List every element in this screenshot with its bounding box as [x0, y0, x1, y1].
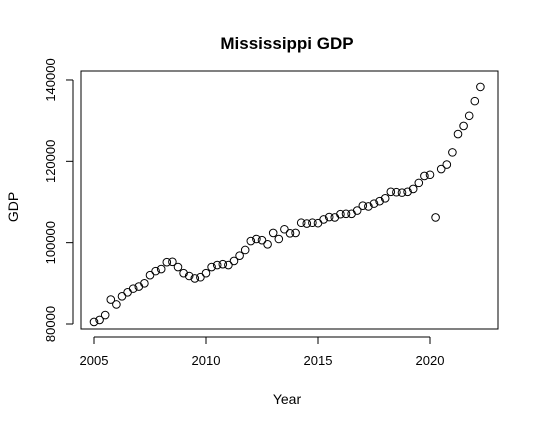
- data-point: [291, 228, 300, 238]
- y-axis-label: GDP: [5, 192, 21, 222]
- data-point: [470, 96, 480, 106]
- data-point: [207, 262, 216, 272]
- x-axis-label: Year: [273, 391, 302, 407]
- data-point: [145, 270, 155, 280]
- data-point: [106, 295, 116, 304]
- x-tick-label: 2010: [192, 353, 221, 368]
- data-point: [95, 315, 104, 325]
- y-tick-label: 120000: [43, 140, 58, 183]
- data-point: [319, 215, 328, 224]
- data-point: [89, 317, 99, 327]
- data-point: [263, 239, 272, 249]
- data-point: [414, 178, 424, 188]
- data-point: [336, 209, 345, 219]
- data-point: [375, 196, 384, 206]
- data-point: [392, 187, 401, 197]
- data-point: [296, 218, 306, 228]
- data-point: [201, 268, 211, 278]
- data-point: [168, 257, 177, 267]
- data-point: [235, 251, 244, 260]
- data-point: [229, 256, 239, 266]
- data-point: [408, 184, 418, 194]
- data-point: [436, 164, 446, 174]
- x-tick-label: 2020: [416, 353, 445, 368]
- data-point: [212, 260, 222, 270]
- data-point: [386, 187, 396, 197]
- y-axis: 80000 100000 120000 140000: [43, 58, 74, 342]
- data-point: [425, 170, 435, 180]
- data-point: [347, 209, 356, 219]
- data-point: [156, 264, 166, 274]
- data-point: [257, 235, 267, 245]
- data-point: [341, 209, 351, 219]
- plot-frame: [80, 70, 499, 330]
- data-point: [173, 262, 183, 272]
- data-point: [464, 111, 474, 121]
- data-point: [162, 257, 172, 267]
- data-point: [431, 213, 440, 222]
- data-point: [184, 271, 194, 281]
- x-axis: 2005 2010 2015 2020: [80, 336, 445, 368]
- data-point: [179, 268, 188, 278]
- data-point: [442, 160, 452, 169]
- data-point: [285, 229, 295, 238]
- data-point: [140, 279, 149, 288]
- data-point: [459, 121, 468, 131]
- data-point: [218, 259, 228, 269]
- data-point: [196, 272, 205, 282]
- data-point: [240, 245, 250, 255]
- data-point: [420, 171, 429, 181]
- data-point: [117, 292, 127, 301]
- data-point: [453, 129, 463, 139]
- data-point: [476, 82, 485, 92]
- data-point: [190, 274, 200, 283]
- data-point: [151, 266, 160, 276]
- data-point: [302, 219, 312, 228]
- x-tick-label: 2015: [304, 353, 333, 368]
- data-point: [358, 201, 368, 210]
- data-point: [380, 194, 390, 203]
- data-point: [364, 202, 373, 211]
- data-point: [252, 234, 261, 244]
- data-point: [324, 212, 334, 222]
- data-point: [369, 199, 379, 208]
- data-point: [100, 310, 110, 320]
- data-point: [397, 188, 407, 197]
- data-point: [308, 218, 317, 228]
- x-tick-label: 2005: [80, 353, 109, 368]
- data-point: [112, 300, 121, 309]
- data-point: [403, 187, 412, 197]
- y-tick-label: 140000: [43, 58, 58, 101]
- data-point: [224, 260, 233, 270]
- data-point: [280, 224, 289, 234]
- y-tick-label: 100000: [43, 221, 58, 264]
- data-point: [313, 218, 323, 228]
- data-point: [246, 236, 256, 246]
- data-point: [274, 234, 284, 244]
- data-point: [352, 206, 362, 215]
- data-points: [89, 82, 485, 327]
- data-point: [448, 148, 457, 157]
- y-tick-label: 80000: [43, 306, 58, 342]
- data-point: [123, 287, 132, 297]
- data-point: [268, 228, 278, 238]
- chart-title: Mississippi GDP: [220, 34, 353, 53]
- data-point: [330, 213, 340, 222]
- data-point: [128, 284, 138, 293]
